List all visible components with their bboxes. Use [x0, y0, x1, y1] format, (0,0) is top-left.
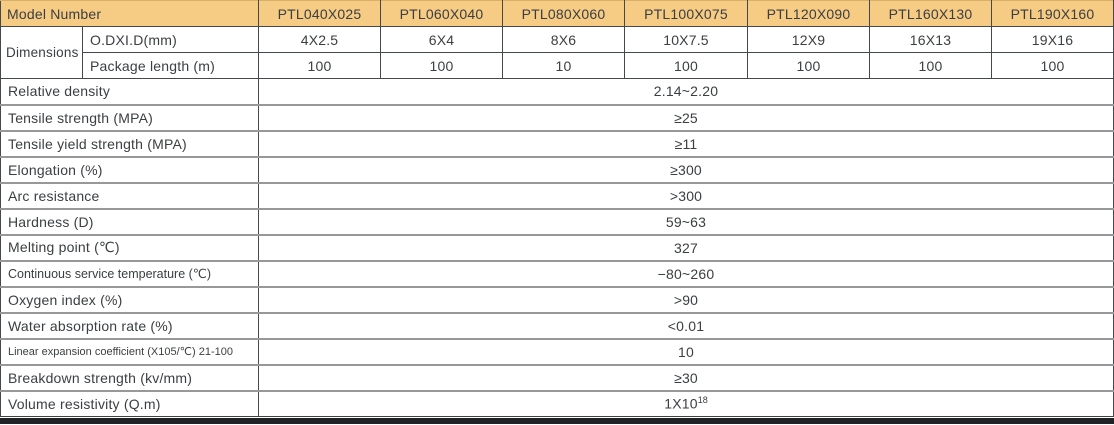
property-row-tensile-strength: Tensile strength (MPA) ≥25	[0, 104, 1114, 132]
dimension-value-cell: 10	[502, 52, 625, 79]
property-row-tensile-yield-strength: Tensile yield strength (MPA) ≥11	[0, 130, 1114, 158]
dimension-value-cell: 100	[258, 52, 381, 79]
property-label: Elongation (%)	[0, 156, 259, 184]
property-label: Linear expansion coefficient (X105/℃) 21…	[0, 338, 259, 366]
dimension-value-cell: 16X13	[869, 26, 992, 53]
property-row-arc-resistance: Arc resistance >300	[0, 182, 1114, 210]
property-row-linear-expansion-coefficient: Linear expansion coefficient (X105/℃) 21…	[0, 338, 1114, 366]
property-label: Volume resistivity (Q.m)	[0, 390, 259, 417]
property-label: Melting point (℃)	[0, 234, 259, 262]
dimension-value-cell: 100	[747, 52, 870, 79]
property-value-cell: −80~260	[258, 260, 1114, 288]
property-row-volume-resistivity: Volume resistivity (Q.m) 1X1018	[0, 390, 1114, 417]
dimension-value-cell: 100	[991, 52, 1114, 79]
property-row-water-absorption-rate: Water absorption rate (%) <0.01	[0, 312, 1114, 340]
model-header-cell: PTL080X060	[502, 0, 625, 27]
dimension-value-cell: 19X16	[991, 26, 1114, 53]
property-label: Hardness (D)	[0, 208, 259, 236]
dimension-row-od: Dimensions O.DXI.D(mm) 4X2.5 6X4 8X6 10X…	[0, 26, 1114, 79]
property-row-hardness: Hardness (D) 59~63	[0, 208, 1114, 236]
dimensions-group-label: Dimensions	[0, 26, 83, 79]
property-row-relative-density: Relative density 2.14~2.20	[0, 78, 1114, 106]
property-label: Water absorption rate (%)	[0, 312, 259, 340]
property-label: Arc resistance	[0, 182, 259, 210]
dimension-value-cell: 100	[624, 52, 748, 79]
model-header-cell: PTL100X075	[624, 0, 748, 27]
property-row-elongation: Elongation (%) ≥300	[0, 156, 1114, 184]
dimension-value-cell: 6X4	[380, 26, 503, 53]
property-label: Oxygen index (%)	[0, 286, 259, 314]
model-number-header: Model Number	[0, 0, 259, 27]
property-value-base: 1X10	[664, 396, 698, 413]
property-row-continuous-service-temperature: Continuous service temperature (℃) −80~2…	[0, 260, 1114, 288]
property-value-cell: >300	[258, 182, 1114, 210]
dimension-value-cell: 12X9	[747, 26, 870, 53]
dimension-value-cell: 10X7.5	[624, 26, 748, 53]
property-value-cell: ≥300	[258, 156, 1114, 184]
property-value-cell: 327	[258, 234, 1114, 262]
property-value-cell: 10	[258, 338, 1114, 366]
property-value-cell: 59~63	[258, 208, 1114, 236]
property-label: Tensile strength (MPA)	[0, 104, 259, 132]
property-row-oxygen-index: Oxygen index (%) >90	[0, 286, 1114, 314]
dimension-value-cell: 4X2.5	[258, 26, 381, 53]
dimension-row-label: Package length (m)	[82, 52, 259, 79]
property-label: Tensile yield strength (MPA)	[0, 130, 259, 158]
model-header-cell: PTL120X090	[747, 0, 870, 27]
property-value-cell: 1X1018	[258, 390, 1114, 417]
property-value-exponent: 18	[697, 395, 708, 406]
property-value-cell: ≥25	[258, 104, 1114, 132]
dimension-value-cell: 8X6	[502, 26, 625, 53]
property-value-cell: 2.14~2.20	[258, 78, 1114, 106]
property-label: Breakdown strength (kv/mm)	[0, 364, 259, 392]
property-row-melting-point: Melting point (℃) 327	[0, 234, 1114, 262]
model-header-cell: PTL060X040	[380, 0, 503, 27]
dimension-value-cell: 100	[380, 52, 503, 79]
property-value-cell: >90	[258, 286, 1114, 314]
property-label: Relative density	[0, 78, 259, 106]
dimension-row-package-length: Package length (m) 100 100 10 100 100 10…	[1, 52, 1114, 79]
property-value-cell: ≥30	[258, 364, 1114, 392]
dimension-value-cell: 100	[869, 52, 992, 79]
model-header-cell: PTL190X160	[991, 0, 1114, 27]
model-header-cell: PTL160X130	[869, 0, 992, 27]
model-header-cell: PTL040X025	[258, 0, 381, 27]
property-label: Continuous service temperature (℃)	[0, 260, 259, 288]
property-value-cell: ≥11	[258, 130, 1114, 158]
property-row-breakdown-strength: Breakdown strength (kv/mm) ≥30	[0, 364, 1114, 392]
dimension-row-label: O.DXI.D(mm)	[82, 26, 259, 53]
property-value-cell: <0.01	[258, 312, 1114, 340]
header-row: Model Number PTL040X025 PTL060X040 PTL08…	[0, 0, 1114, 27]
bottom-accent-bar	[0, 418, 1114, 424]
